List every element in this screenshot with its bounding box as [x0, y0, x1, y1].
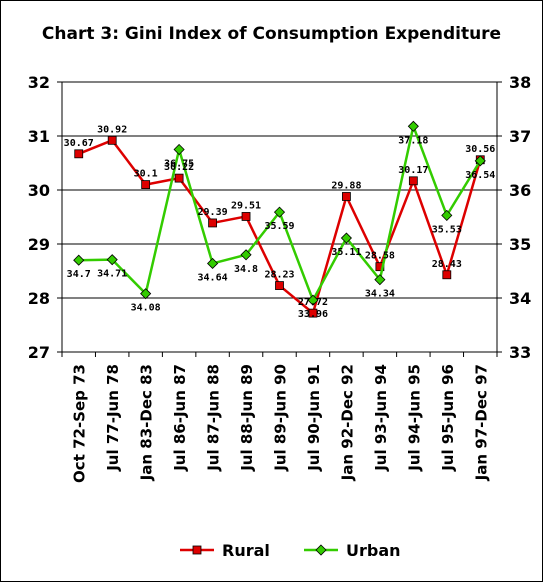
- urban-point: [407, 120, 419, 132]
- urban-point: [73, 254, 85, 266]
- right-tick-label: 38: [509, 73, 531, 92]
- urban-point: [474, 155, 486, 167]
- rural-data-label: 28.58: [365, 251, 395, 262]
- urban-data-label: 36.54: [465, 170, 495, 181]
- left-tick-label: 31: [28, 127, 50, 146]
- rural-data-label: 28.43: [432, 259, 462, 270]
- rural-point: [275, 281, 284, 290]
- rural-point: [141, 180, 151, 190]
- left-tick-label: 30: [28, 181, 50, 200]
- rural-point: [74, 149, 84, 159]
- right-tick-label: 37: [509, 127, 531, 146]
- rural-data-label: 27.72: [298, 297, 328, 308]
- urban-legend-label: Urban: [346, 541, 401, 560]
- urban-data-label: 34.08: [131, 303, 161, 314]
- x-tick-label: Jan 83-Dec 83: [138, 364, 156, 481]
- urban-data-label: 34.7: [67, 269, 91, 280]
- urban-point: [173, 143, 185, 156]
- plot-area: [61, 81, 498, 353]
- right-tick-label: 34: [509, 289, 531, 308]
- x-tick-label: Jul 95-Jun 96: [439, 364, 457, 472]
- rural-point: [308, 308, 318, 318]
- x-tick-label: Jul 89-Jun 90: [272, 364, 290, 472]
- x-tick-label: Jul 86-Jun 87: [171, 364, 189, 472]
- rural-legend-marker: [192, 545, 202, 555]
- urban-data-label: 35.11: [331, 247, 361, 258]
- urban-point: [207, 257, 219, 270]
- x-tick-label: Jan 97-Dec 97: [472, 364, 490, 481]
- urban-data-label: 34.34: [365, 289, 395, 300]
- rural-data-label: 30.56: [465, 144, 495, 155]
- right-tick-label: 33: [509, 343, 531, 362]
- urban-point: [374, 274, 386, 286]
- rural-point: [408, 176, 418, 186]
- rural-point: [174, 173, 184, 183]
- x-tick-label: Jul 87-Jun 88: [205, 364, 223, 472]
- left-tick-label: 32: [28, 73, 50, 92]
- x-tick-label: Jul 90-Jun 91: [305, 364, 323, 472]
- urban-point: [340, 232, 352, 244]
- right-tick-label: 35: [509, 235, 531, 254]
- rural-data-label: 29.39: [198, 207, 228, 218]
- urban-point: [273, 206, 286, 218]
- rural-point: [107, 135, 117, 145]
- rural-point: [442, 270, 452, 280]
- right-tick-label: 36: [509, 181, 531, 200]
- x-tick-label: Oct 72-Sep 73: [71, 364, 89, 483]
- rural-data-label: 30.17: [398, 165, 428, 176]
- legend: Rural Urban: [180, 541, 401, 560]
- x-tick-label: Jul 77-Jun 78: [104, 364, 122, 472]
- urban-data-label: 34.64: [198, 272, 228, 283]
- left-tick-label: 29: [28, 235, 50, 254]
- urban-data-label: 36.75: [164, 159, 194, 170]
- left-tick-label: 27: [28, 343, 50, 362]
- urban-point: [307, 294, 319, 306]
- urban-data-label: 35.59: [264, 221, 294, 232]
- rural-data-label: 30.92: [97, 124, 127, 135]
- rural-legend-label: Rural: [222, 541, 270, 560]
- urban-point: [240, 249, 252, 261]
- urban-point: [441, 209, 453, 221]
- x-tick-label: Jul 93-Jun 94: [372, 364, 390, 472]
- series: [73, 120, 486, 318]
- urban-data-label: 35.53: [432, 224, 462, 235]
- x-tick-label: Jul 88-Jun 89: [238, 364, 256, 472]
- gridlines: [62, 135, 497, 299]
- rural-data-label: 28.23: [264, 270, 294, 281]
- rural-data-label: 29.51: [231, 200, 261, 211]
- urban-data-label: 34.71: [97, 269, 127, 280]
- rural-point: [342, 192, 351, 201]
- rural-point: [241, 212, 251, 221]
- rural-data-label: 30.67: [64, 138, 94, 149]
- rural-data-label: 30.1: [134, 169, 158, 180]
- rural-point: [208, 218, 217, 228]
- rural-data-label: 29.88: [331, 180, 361, 191]
- chart-title: Chart 3: Gini Index of Consumption Expen…: [41, 24, 502, 44]
- urban-point: [106, 254, 118, 266]
- urban-legend-marker: [315, 544, 327, 556]
- x-tick-label: Jan 92-Dec 92: [338, 364, 356, 481]
- x-tick-label: Jul 94-Jun 95: [405, 364, 423, 472]
- urban-data-label: 33.96: [298, 309, 328, 320]
- axis-ticks: 27 28 29 30 31 32 33 34 35 36 37 38 Oct 72-Sep 73 Jul…: [28, 73, 532, 483]
- left-tick-label: 28: [28, 289, 50, 308]
- urban-data-label: 37.18: [398, 135, 428, 146]
- rural-data-label: 30.22: [164, 162, 194, 173]
- urban-data-label: 34.8: [234, 264, 258, 275]
- urban-point: [140, 288, 152, 300]
